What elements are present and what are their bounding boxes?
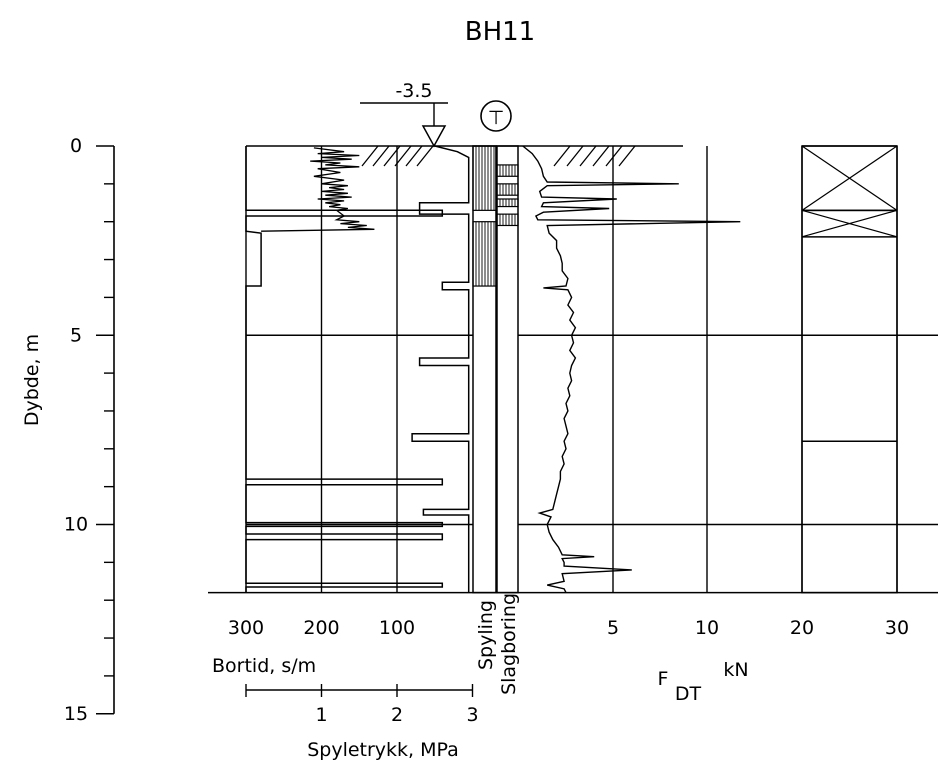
- spyletrykk-axis-label: Spyletrykk, MPa: [307, 739, 459, 761]
- depth-tick-label: 5: [70, 324, 82, 346]
- ground-hatch: [566, 145, 584, 167]
- spyling-interval: [472, 145, 497, 211]
- ground-hatch: [394, 145, 412, 167]
- fdt-trace: [522, 145, 741, 593]
- ground-hatch: [605, 145, 623, 167]
- spyling-column: [472, 145, 497, 594]
- labels: 0 5 10 15 Dybde, m 300 200 100 Bortid, s/m 1 2 3 Spy…: [21, 80, 909, 761]
- ground-hatch: [618, 145, 636, 167]
- water-level-label: -3.5: [395, 80, 432, 102]
- water-level-marker: [421, 125, 447, 148]
- depth-tick-label: 15: [64, 703, 88, 725]
- ground-hatch: [579, 145, 597, 167]
- spyletrykk-tick-label: 2: [391, 704, 403, 726]
- chart-title: BH11: [465, 17, 535, 47]
- fdt-label-main: F: [658, 668, 669, 690]
- method-symbol-circle: [480, 100, 512, 132]
- fdt-tick-label: 20: [790, 617, 814, 639]
- fdt-label-unit: kN: [723, 659, 748, 681]
- ground-hatch: [592, 145, 610, 167]
- fdt-tick-label: 10: [695, 617, 719, 639]
- depth-tick-label: 0: [70, 135, 82, 157]
- traces: [245, 145, 741, 593]
- fdt-tick-label: 5: [607, 617, 619, 639]
- depth-axis-label: Dybde, m: [21, 334, 43, 426]
- slagboring-interval: [496, 183, 519, 196]
- spyletrykk-tick-label: 1: [315, 704, 327, 726]
- slagboring-interval: [496, 198, 519, 208]
- bortid-tick-label: 100: [379, 617, 415, 639]
- bortid-axis-label: Bortid, s/m: [212, 655, 316, 677]
- ground-hatch: [553, 145, 571, 167]
- bortid-trace: [245, 146, 444, 593]
- spyling-interval: [472, 221, 497, 287]
- bortid-tick-label: 300: [228, 617, 264, 639]
- soil-column: [801, 145, 898, 594]
- slagboring-interval: [496, 164, 519, 177]
- slagboring-label: Slagboring: [498, 593, 520, 695]
- spyletrykk-trace: [411, 145, 470, 593]
- bortid-noisy-trace: [261, 147, 375, 232]
- ground-hatch: [416, 145, 434, 167]
- ground-hatch: [383, 145, 401, 167]
- slagboring-column: [496, 145, 519, 594]
- ground-hatch: [361, 145, 379, 167]
- depth-tick-label: 10: [64, 514, 88, 536]
- fdt-label-sub: DT: [675, 683, 702, 705]
- soil-cross: [801, 145, 898, 211]
- spyletrykk-tick-label: 3: [466, 704, 478, 726]
- fdt-tick-label: 30: [885, 617, 909, 639]
- bortid-tick-label: 200: [303, 617, 339, 639]
- method-symbol-label: ⊤: [488, 107, 505, 129]
- ground-hatch: [405, 145, 423, 167]
- soil-cross: [801, 209, 898, 238]
- slagboring-interval: [496, 213, 519, 227]
- spyling-label: Spyling: [475, 600, 497, 670]
- ground-hatch: [372, 145, 390, 167]
